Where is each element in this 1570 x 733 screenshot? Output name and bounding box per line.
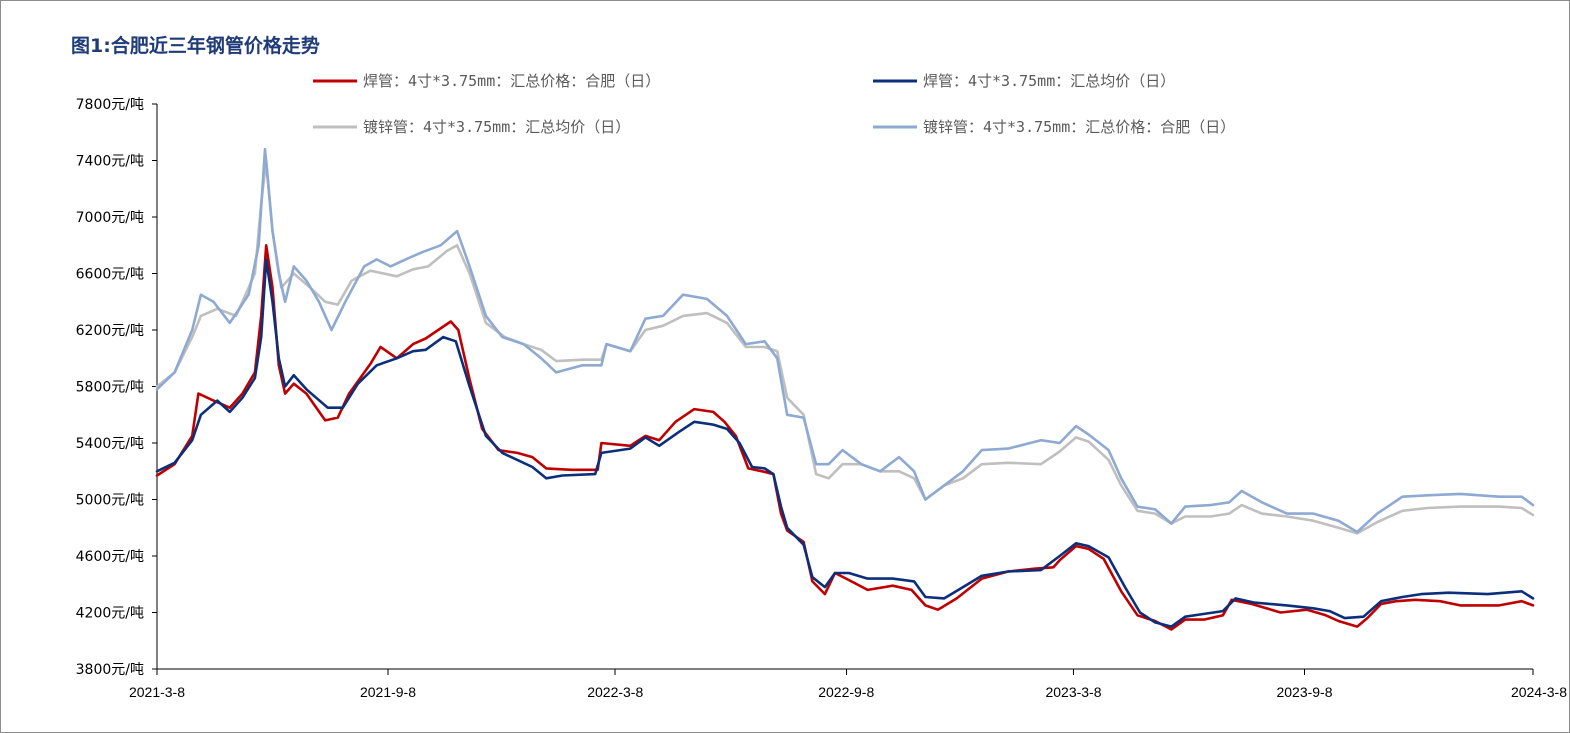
y-tick-label: 5800元/吨 <box>76 380 144 396</box>
y-tick-label: 5400元/吨 <box>76 436 144 452</box>
y-tick-label: 7400元/吨 <box>76 154 144 170</box>
legend-label-1: 焊管：4寸*3.75mm：汇总价格：合肥（日） <box>363 72 660 90</box>
x-tick-label: 2022-3-8 <box>587 684 643 700</box>
y-tick-label: 5000元/吨 <box>76 493 144 509</box>
x-tick-label: 2021-9-8 <box>360 684 416 700</box>
y-tick-label: 7800元/吨 <box>76 97 144 113</box>
legend-label-4: 镀锌管：4寸*3.75mm：汇总价格：合肥（日） <box>923 118 1235 136</box>
legend-label-3: 镀锌管：4寸*3.75mm：汇总均价（日） <box>363 118 630 136</box>
chart-title: 图1:合肥近三年钢管价格走势 <box>71 34 320 57</box>
plot-area <box>155 147 1535 631</box>
x-tick-label: 2024-3-8 <box>1511 684 1567 700</box>
series-line-3 <box>155 159 1535 535</box>
series-line-4 <box>155 147 1535 534</box>
x-tick-label: 2023-9-8 <box>1276 684 1332 700</box>
x-tick-label: 2022-9-8 <box>818 684 874 700</box>
y-tick-label: 3800元/吨 <box>76 662 144 678</box>
y-tick-label: 4600元/吨 <box>76 549 144 565</box>
y-tick-label: 7000元/吨 <box>76 210 144 226</box>
series-line-2 <box>155 258 1535 628</box>
x-tick-label: 2023-3-8 <box>1045 684 1101 700</box>
y-axis: 3800元/吨 4200元/吨 4600元/吨 5000元/吨 5400元/吨 5800元… <box>76 97 158 678</box>
x-tick-label: 2021-3-8 <box>129 684 185 700</box>
y-tick-label: 6200元/吨 <box>76 323 144 339</box>
legend-label-2: 焊管：4寸*3.75mm：汇总均价（日） <box>923 72 1175 90</box>
x-axis: 2021-3-8 2021-9-8 2022-3-8 2022-9-8 2023-3-8… <box>129 668 1567 700</box>
legend: 焊管：4寸*3.75mm：汇总价格：合肥（日） 焊管：4寸*3.75mm：汇总均价… <box>313 72 1235 136</box>
y-tick-label: 4200元/吨 <box>76 606 144 622</box>
y-tick-label: 6600元/吨 <box>76 267 144 283</box>
